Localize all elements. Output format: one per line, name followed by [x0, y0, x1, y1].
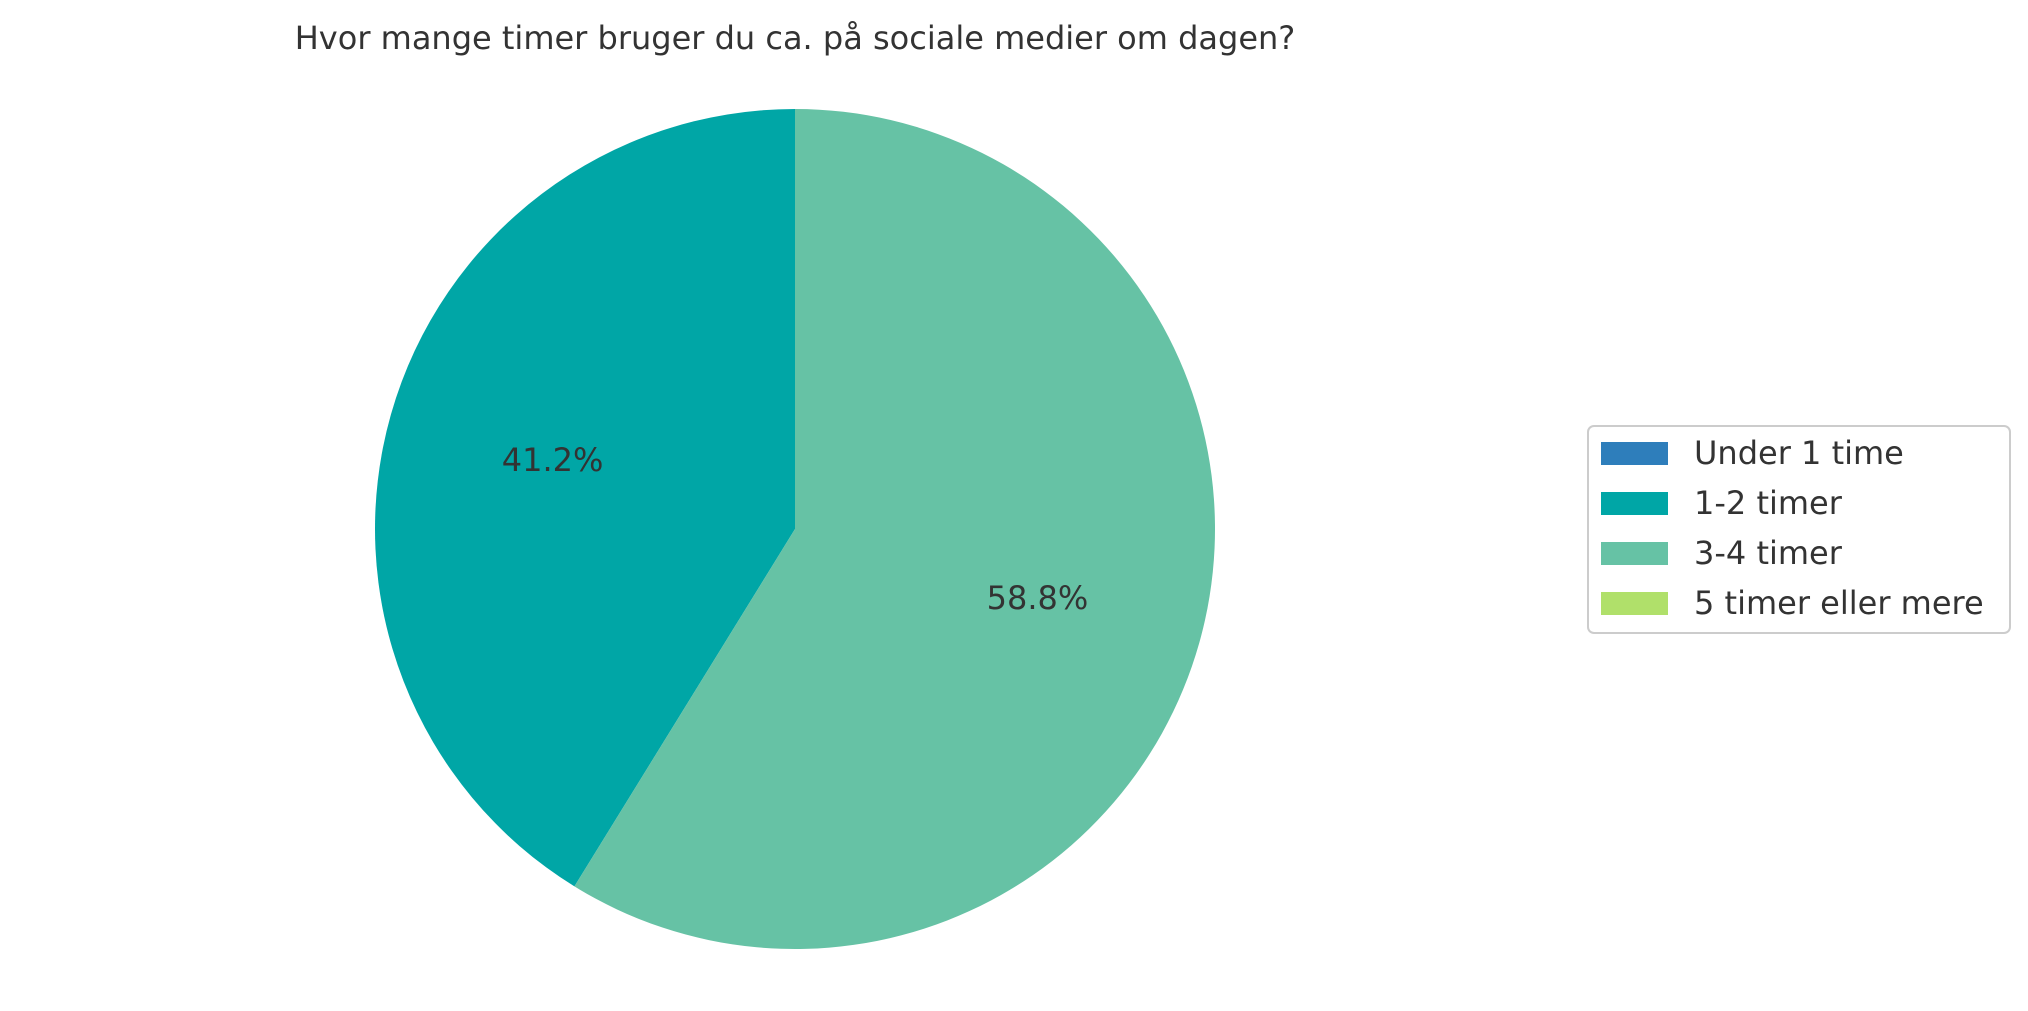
pie-slice [574, 109, 1216, 949]
legend-label: 3-4 timer [1694, 534, 1843, 572]
legend-label: 1-2 timer [1694, 484, 1843, 522]
pie-slice-labels: 41.2% 58.8% [502, 441, 1089, 617]
legend-swatch [1601, 592, 1668, 615]
legend-swatch [1601, 492, 1668, 515]
legend-label: Under 1 time [1694, 434, 1904, 472]
legend-swatch [1601, 442, 1668, 465]
legend-label: 5 timer eller mere [1694, 584, 1984, 622]
chart-title: Hvor mange timer bruger du ca. på social… [295, 19, 1296, 57]
pie-slices [375, 109, 1216, 949]
slice-percent-label: 41.2% [502, 441, 604, 479]
legend: Under 1 time 1-2 timer 3-4 timer 5 timer el… [1587, 425, 2011, 634]
legend-swatch [1601, 542, 1668, 565]
slice-percent-label: 58.8% [987, 579, 1089, 617]
legend-frame [1587, 425, 2011, 634]
pie-slice [375, 109, 795, 887]
